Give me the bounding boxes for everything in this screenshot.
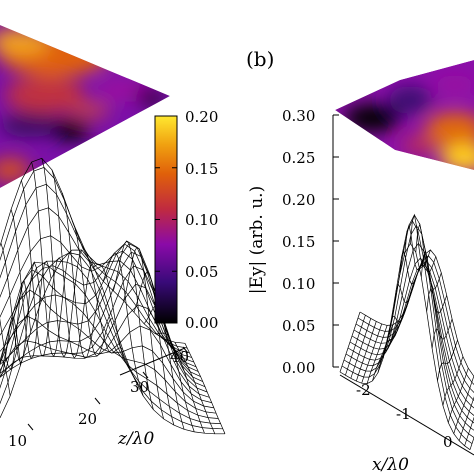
panel-a-x-tick-mark [182, 346, 189, 354]
mesh-a-col [0, 242, 42, 364]
panel-b-surface-mesh [339, 213, 474, 450]
mesh-b-col [415, 222, 437, 273]
panel-a-x-tick-40: 40 [170, 348, 189, 366]
mesh-b-col [366, 325, 388, 384]
panel-b-x-label: x/λ0 [372, 455, 409, 474]
mesh-a-col [0, 358, 11, 396]
mesh-b-col [372, 324, 393, 381]
colorbar-tick-0.15: 0.15 [185, 160, 218, 178]
mesh-b-col [431, 318, 453, 349]
mesh-a-col [123, 246, 164, 419]
mesh-b-col [447, 368, 469, 423]
panel-a-colormap [0, 25, 170, 188]
panel-b-y-tick-0.15: 0.15 [282, 233, 315, 251]
mesh-b-col [377, 321, 399, 373]
mesh-b-col [458, 396, 474, 441]
mesh-b-col [339, 311, 361, 373]
panel-b-y-label: |Ey| (arb. u.) [247, 186, 267, 294]
panel-b-y-tick-0.05: 0.05 [282, 317, 315, 335]
panel-b-y-tick-0.10: 0.10 [282, 275, 315, 293]
panel-a-surface-mesh [0, 157, 226, 435]
mesh-a-col [184, 343, 226, 434]
mesh-b-col [437, 339, 458, 381]
panel-b-label: (b) [246, 47, 274, 71]
panel-a-x-tick-mark [94, 397, 101, 405]
mesh-b-col [393, 283, 415, 306]
colorbar-tick-0.05: 0.05 [185, 263, 218, 281]
mesh-b-col [420, 249, 442, 290]
mesh-b-col [361, 323, 383, 384]
panel-b-y-axis: 0.30 0.25 0.20 0.15 0.10 0.05 0.00 |Ey| … [247, 107, 339, 377]
panel-b-y-tick-0.20: 0.20 [282, 191, 315, 209]
mesh-b-col [442, 356, 464, 406]
mesh-a-col [143, 304, 185, 430]
panel-a-x-label: z/λ0 [117, 429, 154, 449]
mesh-b-col [388, 300, 410, 335]
panel-a-x-tick-10: 10 [8, 432, 27, 450]
mesh-a-col [41, 158, 83, 358]
mesh-b-col [350, 318, 372, 379]
mesh-a-col [72, 221, 113, 357]
mesh-a-col [0, 317, 21, 378]
mesh-b-col [345, 315, 366, 376]
mesh-a-col [51, 169, 93, 359]
panel-a-x-tick-20: 20 [78, 410, 97, 428]
mesh-a-col [164, 338, 205, 434]
mesh-a-col [61, 193, 103, 359]
mesh-a-col [113, 240, 154, 410]
panel-a-x-tick-30: 30 [130, 378, 149, 396]
colorbar-tick-0.00: 0.00 [185, 314, 218, 332]
mesh-a-col [174, 342, 216, 434]
mesh-b-col [464, 416, 474, 446]
mesh-a-col [21, 180, 62, 357]
colorbar-tick-0.20: 0.20 [185, 108, 218, 126]
mesh-b-row [353, 264, 474, 401]
panel-b-y-tick-0.30: 0.30 [282, 107, 315, 125]
mesh-b-col [426, 287, 448, 314]
mesh-b-col [382, 313, 404, 358]
mesh-b-col [453, 376, 474, 434]
panel-b-x-axis: -2 -1 0 x/λ0 [339, 374, 474, 474]
mesh-a-col [133, 271, 175, 426]
panel-a-x-tick-mark [27, 423, 34, 431]
colorbar: 0.20 0.15 0.10 0.05 0.00 [154, 108, 218, 332]
panel-b-y-tick-0.00: 0.00 [282, 359, 315, 377]
panel-b-x-tick-0: 0 [443, 433, 453, 451]
panel-b-x-tick--1: -1 [396, 405, 411, 423]
mesh-a-col [102, 252, 144, 397]
mesh-b-col [399, 249, 420, 285]
mesh-b-col [469, 436, 474, 450]
panel-b-colormap [335, 60, 474, 170]
panel-b-y-tick-0.25: 0.25 [282, 149, 315, 167]
mesh-a-col [0, 279, 32, 370]
panel-b-x-tick--2: -2 [356, 381, 371, 399]
mesh-b-col [355, 321, 377, 382]
mesh-a-col [92, 264, 134, 377]
panel-a-x-axis: 10 20 30 40 z/λ0 [8, 346, 189, 450]
mesh-a-col [31, 161, 72, 358]
mesh-a-col [10, 209, 52, 360]
mesh-a-col [82, 247, 123, 354]
panel-a-x-tick-mark [142, 371, 149, 379]
colorbar-tick-0.10: 0.10 [185, 211, 218, 229]
